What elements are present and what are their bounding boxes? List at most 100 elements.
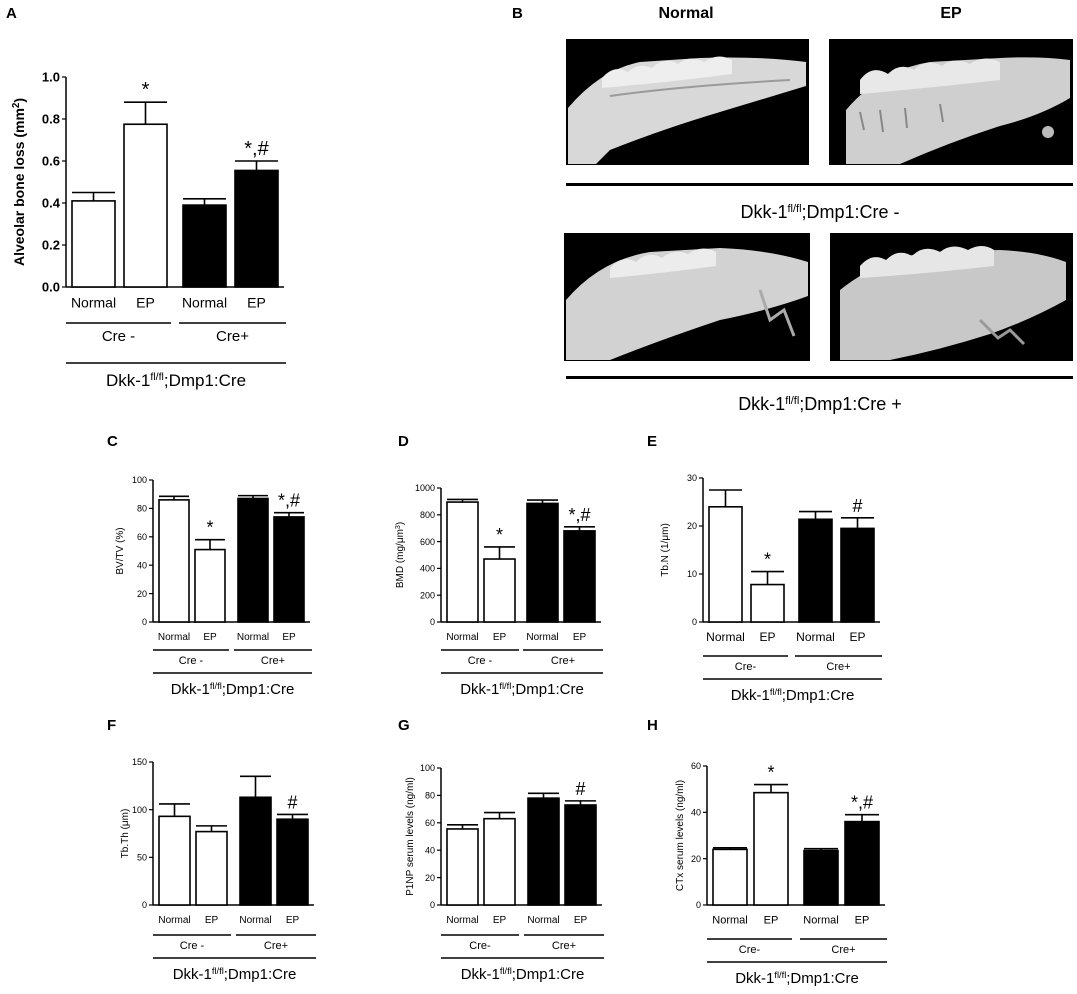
genotype-label-h: Dkk-1fl/fl;Dmp1:Cre [735, 970, 859, 987]
group-label-h-1: Cre+ [831, 944, 855, 956]
bar-f-3 [276, 818, 309, 906]
significance-a-3: *,# [244, 138, 269, 160]
x-tick-label-e-1: EP [759, 630, 775, 644]
genotype-label-c: Dkk-1fl/fl;Dmp1:Cre [171, 681, 295, 698]
group-label-f-0: Cre - [180, 940, 205, 952]
chart-a: A 0.0 0.2 0.4 0.6 0.8 1.0 Alveolar bone loss (m… [6, 5, 286, 390]
x-tick-label-c-2: Normal [237, 632, 269, 643]
bar-a-1 [123, 123, 168, 288]
y-tick-label-g-2: 40 [425, 845, 435, 855]
significance-g-3: # [575, 779, 585, 799]
bar-f-2 [239, 796, 272, 906]
genotype-label-d: Dkk-1fl/fl;Dmp1:Cre [460, 681, 584, 698]
chart-g: G 0 20 40 60 80 100 P1NP serum levels (ng/ml) No… [398, 717, 604, 983]
bar-a-2 [182, 204, 227, 288]
chart-d: D 0 200 400 600 800 1000 BMD (mg/μm3) Normal * EP N… [395, 433, 603, 698]
chart-h: H 0 20 40 60 CTx serum levels (ng/ml) Normal * E… [647, 717, 887, 987]
chart-e: E 0 10 20 30 Tb.N (1/μm) Normal * EP Normal # EP Cre… [647, 433, 882, 704]
bar-h-0 [712, 848, 748, 906]
micro-col-header-ep: EP [940, 5, 962, 22]
micro-ct-ep-cre-plus [830, 233, 1073, 361]
y-axis-label-f: Tb.Th (μm) [120, 809, 131, 859]
significance-d-1: * [496, 525, 503, 545]
bar-e-1 [750, 583, 785, 623]
x-tick-label-d-3: EP [573, 632, 587, 643]
group-label-e-1: Cre+ [826, 661, 850, 673]
group-label-a-0: Cre - [102, 328, 135, 345]
y-tick-label-e-0: 0 [692, 617, 697, 627]
micro-row-divider-2 [566, 376, 1073, 379]
y-tick-label-g-1: 20 [425, 873, 435, 883]
y-tick-label-a-0: 0.0 [42, 280, 60, 295]
y-tick-label-c-2: 40 [137, 560, 147, 570]
group-label-g-0: Cre- [469, 940, 491, 952]
x-tick-label-f-3: EP [286, 915, 300, 926]
y-tick-label-d-3: 600 [420, 537, 435, 547]
y-tick-label-a-2: 0.4 [42, 196, 61, 211]
y-tick-label-g-3: 60 [425, 818, 435, 828]
panel-letter-d: D [398, 433, 409, 450]
y-axis-label-e: Tb.N (1/μm) [660, 523, 671, 577]
y-tick-label-a-5: 1.0 [42, 70, 60, 85]
bar-e-2 [798, 518, 833, 623]
significance-c-1: * [206, 518, 213, 538]
bar-c-2 [237, 497, 269, 623]
micro-ct-normal-cre-minus [566, 39, 809, 165]
x-tick-label-a-2: Normal [182, 294, 227, 310]
y-tick-label-f-1: 50 [137, 852, 147, 862]
significance-f-3: # [287, 792, 297, 812]
x-tick-label-e-3: EP [849, 630, 865, 644]
x-tick-label-c-3: EP [282, 632, 296, 643]
significance-d-3: *,# [568, 505, 590, 525]
x-tick-label-f-0: Normal [158, 915, 190, 926]
bar-g-1 [483, 817, 516, 906]
y-tick-label-e-1: 10 [687, 569, 697, 579]
bar-h-2 [803, 849, 839, 906]
y-tick-label-a-1: 0.2 [42, 238, 60, 253]
x-tick-label-g-1: EP [493, 915, 507, 926]
group-label-d-1: Cre+ [551, 655, 575, 667]
y-tick-label-f-2: 100 [132, 805, 147, 815]
y-tick-label-d-0: 0 [430, 617, 435, 627]
bar-d-1 [483, 558, 516, 623]
group-label-a-1: Cre+ [216, 328, 249, 345]
bar-c-1 [194, 548, 226, 623]
bar-f-0 [158, 815, 191, 906]
y-tick-label-h-3: 60 [691, 761, 701, 771]
y-tick-label-f-3: 150 [132, 757, 147, 767]
x-tick-label-a-1: EP [136, 294, 155, 310]
genotype-label-f: Dkk-1fl/fl;Dmp1:Cre [173, 966, 297, 983]
y-tick-label-c-3: 60 [137, 532, 147, 542]
bar-g-0 [446, 828, 479, 906]
genotype-label-a: Dkk-1fl/fl;Dmp1:Cre [106, 371, 246, 390]
bar-h-1 [753, 791, 789, 906]
x-tick-label-h-1: EP [764, 915, 779, 927]
x-tick-label-d-2: Normal [526, 632, 558, 643]
panel-letter-b: B [512, 5, 523, 22]
group-label-d-0: Cre - [468, 655, 493, 667]
x-tick-label-g-2: Normal [527, 915, 559, 926]
group-label-f-1: Cre+ [264, 940, 288, 952]
y-tick-label-d-5: 1000 [415, 483, 435, 493]
chart-c: C 0 20 40 60 80 100 BV/TV (%) Normal * EP Normal *,#… [107, 433, 312, 698]
x-tick-label-d-1: EP [493, 632, 507, 643]
panel-letter-a: A [6, 5, 17, 22]
y-tick-label-a-3: 0.6 [42, 154, 60, 169]
micro-col-header-normal: Normal [658, 5, 713, 22]
x-tick-label-c-1: EP [203, 632, 217, 643]
micro-row-label-1: Dkk-1fl/fl;Dmp1:Cre - [740, 202, 899, 222]
bar-d-0 [446, 501, 479, 623]
x-tick-label-c-0: Normal [158, 632, 190, 643]
y-axis-label-d: BMD (mg/μm3) [395, 522, 407, 588]
y-tick-label-g-0: 0 [430, 900, 435, 910]
x-tick-label-e-2: Normal [796, 630, 835, 644]
bar-c-0 [158, 499, 190, 623]
micro-ct-normal-cre-plus [564, 233, 810, 361]
x-tick-label-f-1: EP [205, 915, 219, 926]
micro-panel-b: B Normal EP Dkk-1fl/fl;Dmp1:Cre - [512, 5, 1073, 414]
y-tick-label-g-5: 100 [420, 763, 435, 773]
bar-e-0 [708, 505, 743, 623]
bar-a-0 [71, 200, 116, 288]
bar-d-3 [563, 530, 596, 623]
